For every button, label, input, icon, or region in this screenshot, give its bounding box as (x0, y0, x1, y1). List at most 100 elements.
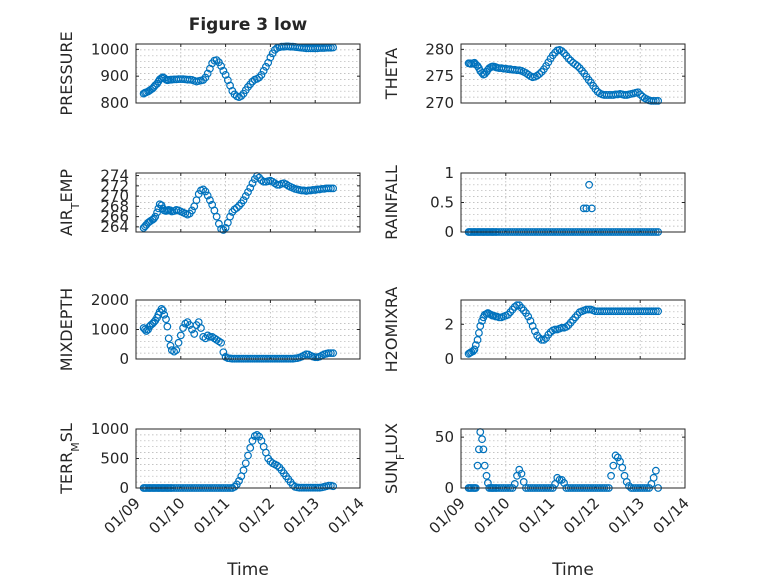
data-point (158, 306, 167, 315)
subplot-theta: 270 275 280 THETA (382, 40, 686, 112)
data-point (166, 206, 175, 215)
data-point (324, 349, 333, 358)
data-point (266, 53, 275, 62)
data-point (324, 481, 333, 490)
data-point (197, 324, 205, 332)
y-tick-label: 0 (119, 479, 129, 497)
subplot-sun-flux: 0 50 SUNFLUX 01/09 01/10 01/11 01/12 01/13 01/14… (382, 423, 693, 580)
data-point (510, 480, 519, 488)
x-tick-label: 01/11 (515, 494, 558, 537)
data-point (262, 62, 270, 71)
axes-frame (135, 299, 361, 360)
data-point (515, 465, 524, 474)
data-point (329, 482, 338, 491)
axes-frame (135, 172, 361, 233)
data-point (244, 188, 252, 196)
y-tick-label: 1000 (91, 321, 129, 339)
y-tick-label: 0 (444, 350, 454, 368)
x-tick-label: 01/14 (325, 494, 368, 537)
y-axis-label: AIRTEMP (57, 169, 82, 236)
data-point (649, 473, 658, 482)
data-point (607, 471, 615, 480)
data-point (476, 322, 485, 330)
y-tick-label: 500 (100, 450, 129, 468)
data-point (517, 469, 526, 478)
axes-frame (460, 172, 686, 233)
data-point (651, 466, 660, 475)
data-point (219, 226, 228, 234)
y-tick-label: 1 (444, 164, 454, 182)
data-point (259, 66, 268, 75)
data-point (246, 183, 255, 192)
data-point (524, 312, 533, 321)
data-point (542, 62, 551, 70)
data-point (255, 432, 264, 441)
y-tick-label: 275 (425, 67, 454, 85)
data-point (235, 477, 243, 485)
data-point (533, 71, 542, 80)
data-point (557, 47, 566, 55)
data-point (537, 336, 546, 344)
x-tick-label: 01/11 (190, 494, 233, 537)
data-point (188, 325, 196, 334)
data-point (326, 184, 335, 193)
data-point (235, 201, 243, 210)
data-point (539, 336, 548, 344)
data-point (241, 459, 250, 468)
y-tick-label: 0 (444, 223, 454, 241)
data-point (212, 56, 221, 64)
data-point (217, 62, 226, 70)
x-tick-label: 01/14 (650, 494, 693, 537)
y-tick-label: 264 (100, 218, 129, 236)
data-point (248, 436, 257, 445)
y-axis-label: TERRMSL (57, 423, 82, 495)
data-point (201, 187, 210, 196)
data-point (201, 73, 210, 82)
subplot-terr-msl: 0 500 1000 TERRMSL 01/09 01/10 01/11 01/12 01/13… (57, 420, 368, 580)
data-point (654, 96, 663, 105)
data-point (649, 96, 658, 105)
data-point (162, 315, 170, 324)
y-tick-label: 272 (100, 177, 129, 195)
data-point (217, 338, 226, 347)
data-point (239, 466, 248, 475)
y-axis-label: H2OMIXRA (382, 287, 401, 373)
y-tick-label: 270 (100, 187, 129, 205)
y-axis-label: SUNFLUX (382, 423, 407, 494)
data-point (228, 208, 237, 216)
data-point (625, 482, 633, 490)
subplot-mixdepth: 0 1000 2000 MIXDEPTH (57, 288, 361, 371)
data-point (564, 54, 573, 63)
data-point (329, 184, 338, 193)
data-point (478, 435, 486, 444)
data-point (150, 214, 158, 223)
data-point (587, 204, 596, 213)
data-point (153, 208, 161, 217)
y-tick-label: 266 (100, 208, 129, 226)
y-axis-label: RAINFALL (382, 165, 401, 240)
data-point (622, 477, 631, 486)
axes-frame (460, 299, 686, 360)
y-axis-label: PRESSURE (57, 31, 76, 115)
x-tick-label: 01/09 (426, 494, 469, 537)
data-point (160, 310, 169, 319)
data-point (244, 451, 252, 460)
y-tick-label: 50 (435, 428, 454, 446)
x-axis-label: Time (226, 560, 269, 580)
data-point (179, 324, 187, 332)
data-point (651, 96, 660, 105)
data-point (237, 92, 246, 100)
data-point (651, 307, 660, 316)
x-tick-label: 01/09 (101, 494, 144, 537)
data-point (634, 88, 642, 97)
data-point (248, 179, 257, 188)
data-point (475, 445, 483, 454)
data-point (172, 346, 181, 355)
data-point (226, 212, 234, 221)
y-tick-label: 270 (425, 94, 454, 112)
data-point (257, 70, 266, 79)
data-point (618, 463, 627, 472)
data-point (326, 349, 335, 358)
